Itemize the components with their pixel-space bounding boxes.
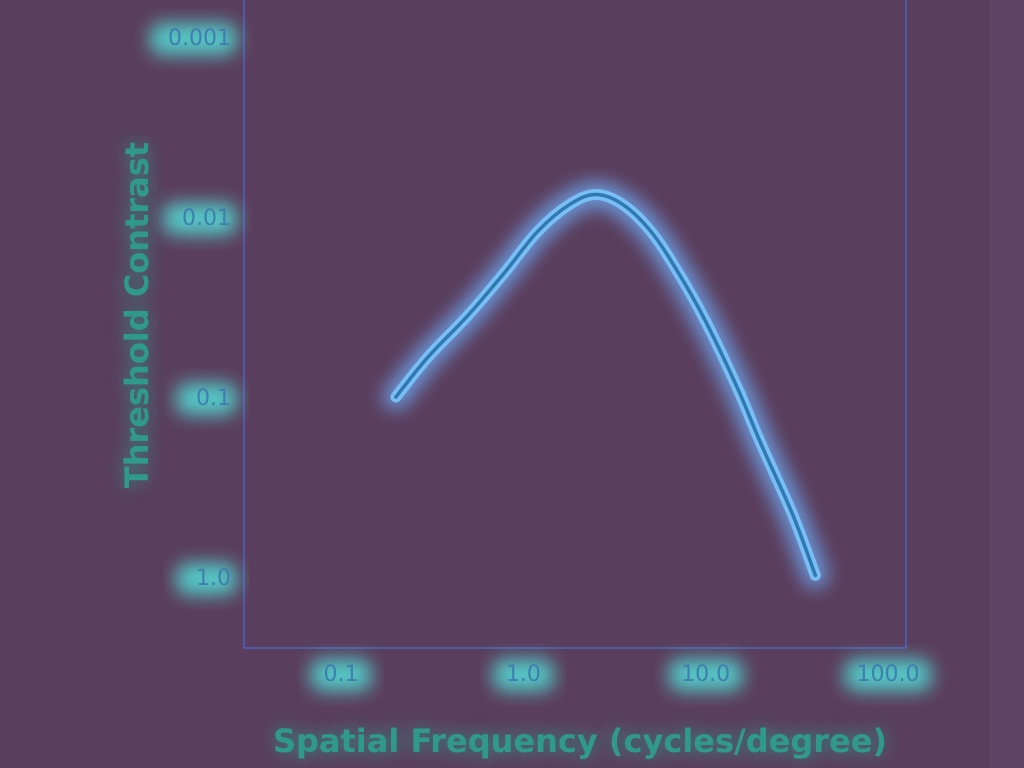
- x-axis-title: Spatial Frequency (cycles/degree): [273, 722, 887, 760]
- y-tick-label-glow: [150, 23, 237, 55]
- series-line: [394, 192, 818, 578]
- y-tick-label: 1.0: [196, 566, 231, 591]
- x-tick-label: 1.0: [506, 662, 541, 687]
- y-tick-label: 0.1: [196, 386, 231, 411]
- x-tick-label: 10.0: [681, 662, 730, 687]
- y-tick-label-glow: [176, 563, 237, 595]
- x-tick-label: 0.1: [324, 662, 359, 687]
- y-tick-label: 0.01: [182, 206, 231, 231]
- right-edge-strip: [990, 0, 1024, 768]
- tick-labels: 0.1 1.0 10.0 100.0 0.001 0.01 0.1 1.0: [150, 23, 932, 691]
- series-layer: [382, 181, 829, 589]
- y-tick-label-glow: [176, 383, 237, 415]
- x-axis-title-glow: Spatial Frequency (cycles/degree): [273, 722, 887, 760]
- x-tick-label-glow: [492, 659, 554, 691]
- y-axis-title-glow: Threshold Contrast: [118, 142, 156, 488]
- x-tick-label-glow: [668, 659, 743, 691]
- x-axis-title-group: Spatial Frequency (cycles/degree) Spatia…: [273, 722, 887, 760]
- y-axis-title: Threshold Contrast: [118, 142, 156, 488]
- plot-frame: [230, 0, 920, 662]
- series-line-glow: [382, 181, 829, 589]
- x-tick-label-glow: [844, 659, 932, 691]
- x-tick-label-glow: [310, 659, 372, 691]
- y-tick-label-glow: [163, 203, 237, 235]
- x-tick-label: 100.0: [857, 662, 920, 687]
- series-line-halo: [390, 188, 821, 581]
- y-tick-label: 0.001: [168, 26, 231, 51]
- y-axis-title-group: Threshold Contrast Threshold Contrast: [118, 142, 156, 488]
